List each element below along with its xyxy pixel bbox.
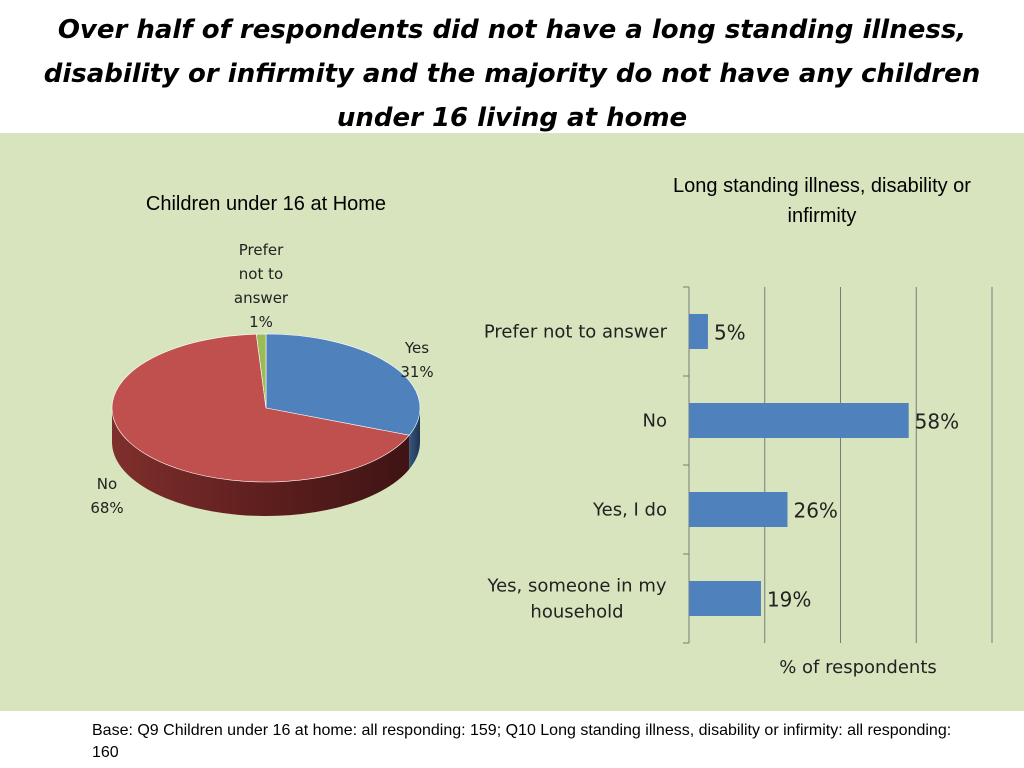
bar-category-label: Yes, I do xyxy=(592,500,667,521)
pie-chart-title: Children under 16 at Home xyxy=(145,193,387,215)
pie-label-no: No 68% xyxy=(90,475,123,517)
bar-value-label: 5% xyxy=(714,321,746,345)
pie-side-no xyxy=(112,408,410,516)
pie-value-prefer: 1% xyxy=(249,313,273,331)
bar-x-axis-label: % of respondents xyxy=(779,657,937,678)
bar-2 xyxy=(689,492,788,527)
pie-slice-no xyxy=(111,333,410,483)
pie-label-yes: Yes 31% xyxy=(400,339,433,381)
bar-3 xyxy=(689,581,761,616)
pie-slice-yes xyxy=(265,333,421,436)
pie-chart: Prefer not to answer 1% Yes 31% No 68% xyxy=(90,241,433,517)
bar-category-label: Prefer not to answer xyxy=(484,322,668,343)
bar-chart-title: Long standing illness, disability or inf… xyxy=(673,175,971,227)
bar-value-label: 19% xyxy=(767,588,811,612)
chart-panel: Children under 16 at Home Long standing … xyxy=(0,133,1024,711)
bar-value-label: 26% xyxy=(793,499,837,523)
pie-slice-prefer xyxy=(255,333,267,409)
pie-label-prefer: Prefer not to answer 1% xyxy=(234,241,289,331)
bar-chart: Prefer not to answer No Yes, I do Yes, some… xyxy=(484,286,993,678)
bar-1 xyxy=(689,403,909,438)
bar-value-label: 58% xyxy=(915,410,959,434)
pie-value-no: 68% xyxy=(90,499,123,517)
pie-side-yes xyxy=(409,408,421,470)
bar-0 xyxy=(689,314,708,349)
bar-category-label: Yes, someone in my household xyxy=(486,576,666,623)
bar-category-label: No xyxy=(643,411,667,432)
slide-title: Over half of respondents did not have a … xyxy=(43,15,981,133)
footnote: Base: Q9 Children under 16 at home: all … xyxy=(92,722,952,761)
charts-canvas: Prefer not to answer 1% Yes 31% No 68% Prefer… xyxy=(90,241,993,678)
pie-value-yes: 31% xyxy=(400,363,433,381)
